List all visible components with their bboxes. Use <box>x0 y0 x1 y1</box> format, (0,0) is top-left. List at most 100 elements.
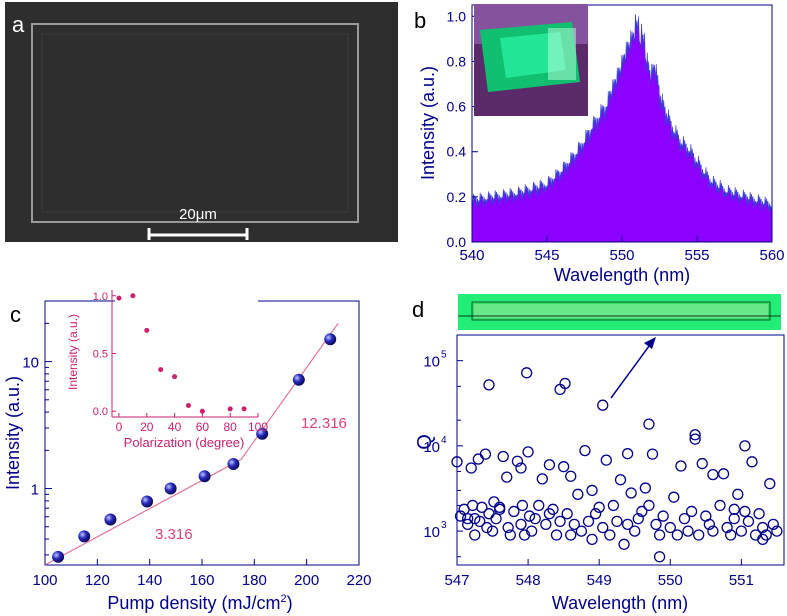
y-tick-exponent-d: 4 <box>441 435 447 446</box>
data-point-d <box>565 470 577 482</box>
x-tick-label-b: 545 <box>534 247 559 264</box>
x-axis-label-c-sup: 2 <box>280 593 286 605</box>
y-axis-label-c: Intensity (a.u.) <box>3 376 23 490</box>
data-point-d <box>559 377 571 390</box>
data-point-c <box>198 470 211 483</box>
y-tick-label-b: 1.0 <box>447 8 467 24</box>
panel-c: 100 120 140 160 180 200 220 110 3.316 12.316 P… <box>3 288 372 613</box>
inset-y-tick-label-c: 1.0 <box>93 291 108 303</box>
data-point-d <box>643 418 655 430</box>
x-axis-d: 547 548 549 550 551 <box>444 559 754 589</box>
data-point-d <box>725 529 737 541</box>
panel-b: 540 545 550 555 560 0.0 0.2 0.4 0.6 0.8 1.0 Wavel… <box>414 4 785 285</box>
data-point-d <box>550 529 563 541</box>
data-point-d <box>597 521 609 534</box>
data-point-d <box>462 512 474 525</box>
data-point-c <box>104 513 117 526</box>
fit-line <box>44 458 242 566</box>
data-point-d <box>675 460 687 472</box>
crystal-inner-frame <box>41 33 349 213</box>
annotation-slope-low: 3.316 <box>155 526 193 543</box>
data-point-d <box>465 462 477 474</box>
x-tick-label-d: 551 <box>729 572 754 589</box>
scale-bar-label: 20μm <box>179 206 217 223</box>
data-point-d <box>621 518 634 530</box>
x-tick-label-b: 560 <box>759 247 784 264</box>
data-point-d <box>735 525 747 537</box>
data-point-d <box>486 525 499 537</box>
panel-label-c: c <box>10 302 21 327</box>
highlight-arrow-shaft <box>610 341 653 399</box>
x-tick-label-c: 140 <box>137 572 162 589</box>
inset-x-tick-label-c: 40 <box>168 420 182 434</box>
data-point-d <box>593 501 605 513</box>
data-point-d <box>636 505 648 518</box>
data-point-d <box>497 450 509 463</box>
data-point-d <box>586 484 598 497</box>
panel-label-a: a <box>12 12 25 37</box>
data-point-d <box>483 379 495 391</box>
inset-point-c <box>158 367 164 373</box>
x-tick-label-c: 180 <box>242 572 267 589</box>
sem-noise-layer <box>5 2 398 242</box>
panel-a: 20μm a <box>5 2 398 242</box>
data-point-d <box>757 533 769 545</box>
x-tick-label-c: 160 <box>189 572 214 589</box>
inset-point-c <box>172 374 178 380</box>
data-point-d <box>707 468 719 481</box>
x-tick-label-b: 555 <box>684 247 709 264</box>
data-point-d <box>565 529 577 541</box>
data-point-d <box>657 510 669 522</box>
data-point-d <box>653 529 666 541</box>
x-tick-label-d: 550 <box>658 572 683 589</box>
y-tick-exponent-d: 5 <box>441 350 447 361</box>
data-point-d <box>533 499 545 512</box>
data-point-d <box>767 518 779 530</box>
data-point-d <box>515 518 527 530</box>
inset-frame-c <box>115 288 258 416</box>
y-tick-label-b: 0.6 <box>447 99 467 115</box>
data-point-d <box>586 533 598 545</box>
data-point-d <box>664 521 676 534</box>
inset-x-tick-label-c: 0 <box>116 420 123 434</box>
data-point-d <box>689 429 701 441</box>
data-point-d <box>466 499 479 512</box>
y-axis-b: 0.0 0.2 0.4 0.6 0.8 1.0 <box>447 8 478 250</box>
inset-x-tick-label-c: 60 <box>196 420 210 434</box>
data-point-d <box>618 538 630 550</box>
inset-mode-pattern <box>474 304 768 318</box>
y-tick-label-d: 10 <box>423 439 440 456</box>
crystal-frame <box>31 23 359 223</box>
data-point-d <box>721 521 733 534</box>
data-points-c <box>52 333 337 563</box>
data-point-c <box>141 495 154 508</box>
data-point-d <box>521 367 533 379</box>
data-point-d <box>561 508 573 520</box>
data-point-d <box>529 512 541 525</box>
data-point-d <box>543 459 556 471</box>
x-axis-b: 540 545 550 555 560 <box>459 236 785 264</box>
data-point-d <box>753 508 765 520</box>
data-point-d <box>536 473 548 485</box>
data-point-d <box>653 551 666 563</box>
x-axis-label-c: Pump density (mJ/cm2) <box>107 593 292 613</box>
x-axis-label-c-main: Pump density (mJ/cm <box>107 593 280 613</box>
data-point-d <box>604 529 616 541</box>
data-point-d <box>543 508 556 520</box>
inset-x-tick-label-c: 20 <box>140 420 154 434</box>
data-point-d <box>739 440 751 452</box>
data-point-d <box>451 456 463 468</box>
x-tick-label-c: 200 <box>294 572 319 589</box>
data-point-d <box>469 529 481 541</box>
y-tick-label-c: 1 <box>31 482 39 499</box>
data-point-d <box>554 515 566 528</box>
data-point-d <box>621 448 634 460</box>
x-tick-label-b: 550 <box>609 247 634 264</box>
data-points-d <box>451 367 783 563</box>
data-point-d <box>501 471 513 483</box>
y-axis-c: 1 10 <box>22 322 52 556</box>
panel-label-b: b <box>414 8 426 33</box>
y-tick-label-b: 0.4 <box>447 144 467 160</box>
inset-x-label-c: Polarization (degree) <box>124 435 245 450</box>
